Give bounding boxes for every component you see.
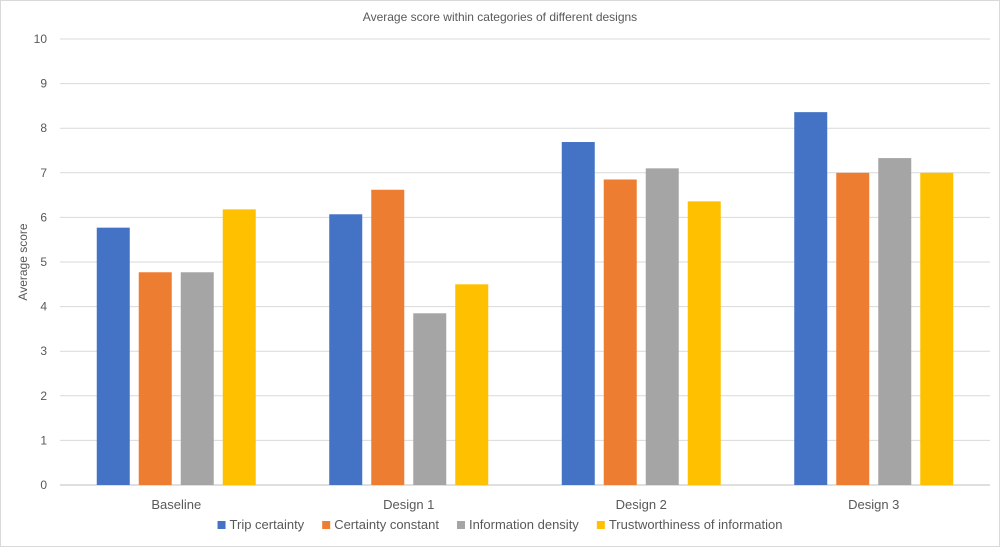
y-axis-label: Average score: [16, 223, 30, 300]
legend-label: Trip certainty: [230, 517, 305, 532]
y-tick-label: 0: [40, 478, 47, 492]
y-axis-ticks: 0 1 2 3 4 5 6 7 8 9 10: [34, 32, 48, 492]
y-tick-label: 4: [40, 300, 47, 314]
bar-trustworthiness-of-information-design-1: [455, 284, 489, 485]
y-tick-label: 9: [40, 77, 47, 91]
bar-trip-certainty-design-3: [794, 112, 828, 486]
y-tick-label: 2: [40, 389, 47, 403]
legend: Trip certainty Certainty constant Informat…: [217, 517, 783, 532]
legend-swatch: [217, 521, 226, 529]
y-tick-label: 8: [40, 121, 47, 135]
bar-certainty-constant-design-3: [836, 172, 870, 486]
legend-swatch: [456, 521, 465, 529]
bar-certainty-constant-design-2: [603, 179, 637, 486]
legend-item: Trustworthiness of information: [596, 517, 783, 532]
bar-information-density-baseline: [180, 272, 214, 485]
bars: [96, 112, 954, 486]
x-tick-label: Design 1: [383, 497, 434, 512]
bar-certainty-constant-baseline: [138, 272, 172, 485]
legend-item: Certainty constant: [322, 517, 439, 532]
y-tick-label: 3: [40, 344, 47, 358]
legend-swatch: [596, 521, 605, 529]
x-tick-label: Baseline: [151, 497, 201, 512]
bar-information-density-design-1: [413, 313, 447, 485]
bar-trip-certainty-design-1: [329, 214, 363, 485]
x-tick-label: Design 2: [616, 497, 667, 512]
bar-trip-certainty-design-2: [561, 142, 595, 485]
bar-certainty-constant-design-1: [371, 189, 405, 486]
x-axis-ticks: Baseline Design 1 Design 2 Design 3: [151, 497, 899, 512]
gridlines: [60, 38, 990, 486]
legend-item: Trip certainty: [217, 517, 305, 532]
y-tick-label: 7: [40, 166, 47, 180]
bar-trustworthiness-of-information-design-3: [920, 172, 954, 486]
bar-information-density-design-2: [645, 168, 679, 485]
bar-information-density-design-3: [878, 158, 912, 485]
y-tick-label: 6: [40, 210, 47, 224]
legend-label: Information density: [469, 517, 579, 532]
bar-trustworthiness-of-information-baseline: [222, 209, 256, 485]
legend-label: Trustworthiness of information: [609, 517, 783, 532]
chart-title: Average score within categories of diffe…: [363, 10, 637, 24]
y-tick-label: 1: [40, 433, 47, 447]
legend-item: Information density: [456, 517, 579, 532]
bar-trustworthiness-of-information-design-2: [687, 201, 721, 485]
y-tick-label: 5: [40, 255, 47, 269]
y-tick-label: 10: [34, 32, 48, 46]
x-tick-label: Design 3: [848, 497, 899, 512]
legend-swatch: [322, 521, 331, 529]
bar-trip-certainty-baseline: [96, 227, 130, 485]
legend-label: Certainty constant: [334, 517, 439, 532]
